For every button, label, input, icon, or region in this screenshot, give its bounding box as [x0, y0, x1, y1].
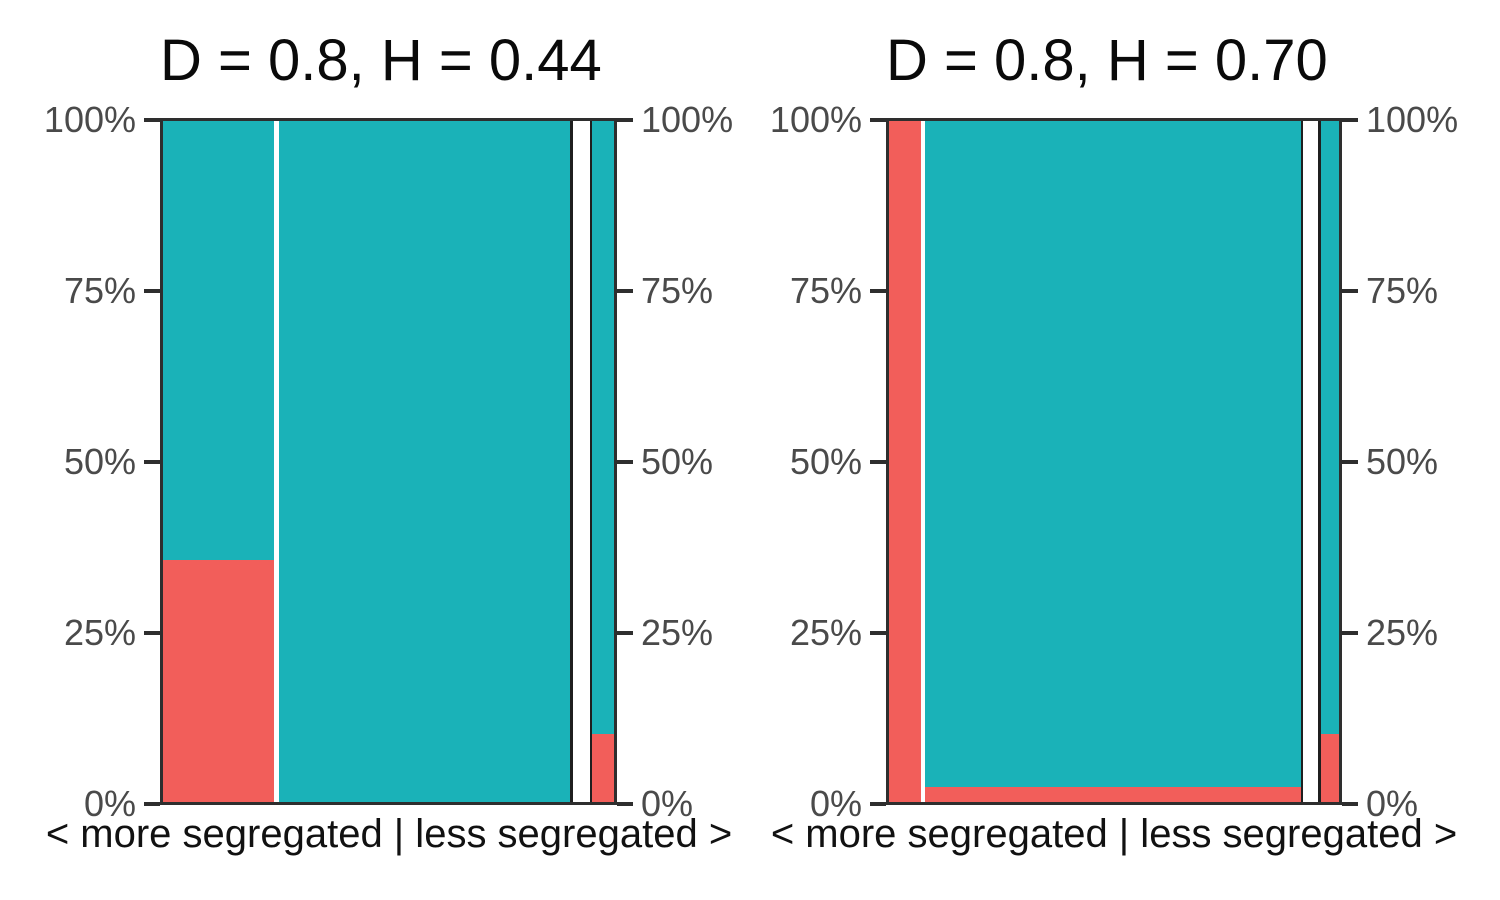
- unit-bar: [592, 121, 614, 802]
- y-tick-label-right: 0%: [1366, 782, 1419, 824]
- y-tick-left: [870, 630, 886, 635]
- plot-panel-right: [886, 118, 1342, 805]
- unit-bar: [279, 121, 571, 802]
- y-tick-left: [144, 630, 160, 635]
- panel-title-left: D = 0.8, H = 0.44: [160, 28, 602, 93]
- y-tick-right: [617, 459, 633, 464]
- bars-row: [163, 121, 614, 802]
- thin-unit-divider: [1318, 121, 1321, 802]
- bars-row: [889, 121, 1339, 802]
- minority-segment: [1320, 733, 1339, 802]
- y-tick-label-left: 75%: [789, 269, 862, 311]
- y-tick-label-right: 75%: [1366, 269, 1439, 311]
- y-tick-label-right: 75%: [641, 269, 714, 311]
- unit-bar: [925, 121, 1301, 802]
- y-tick-right: [1342, 117, 1358, 122]
- y-tick-label-left: 75%: [63, 269, 136, 311]
- y-tick-label-left: 25%: [63, 611, 136, 653]
- plot-panel-left: [160, 118, 617, 805]
- y-tick-label-left: 100%: [769, 98, 862, 140]
- y-tick-label-right: 50%: [1366, 440, 1439, 482]
- bar-gap: [573, 121, 590, 802]
- y-tick-left: [144, 117, 160, 122]
- unit-bar: [163, 121, 274, 802]
- y-tick-left: [144, 801, 160, 806]
- minority-segment: [925, 787, 1301, 802]
- thin-unit-divider: [570, 121, 573, 802]
- y-tick-left: [870, 117, 886, 122]
- y-tick-label-right: 25%: [641, 611, 714, 653]
- y-tick-left: [870, 459, 886, 464]
- y-tick-right: [1342, 459, 1358, 464]
- y-tick-left: [144, 459, 160, 464]
- minority-segment: [592, 733, 614, 802]
- y-tick-label-left: 100%: [43, 98, 136, 140]
- y-tick-right: [617, 801, 633, 806]
- y-tick-label-right: 50%: [641, 440, 714, 482]
- thin-unit-divider: [1300, 121, 1304, 802]
- unit-bar: [889, 121, 922, 802]
- minority-segment: [889, 121, 922, 802]
- y-tick-left: [144, 288, 160, 293]
- x-axis-label-left: < more segregated | less segregated >: [45, 812, 733, 856]
- y-tick-label-left: 25%: [789, 611, 862, 653]
- y-tick-right: [1342, 801, 1358, 806]
- y-tick-label-left: 50%: [789, 440, 862, 482]
- minority-segment: [163, 560, 274, 802]
- y-tick-right: [617, 117, 633, 122]
- y-tick-right: [1342, 630, 1358, 635]
- y-tick-label-left: 50%: [63, 440, 136, 482]
- y-tick-label-right: 100%: [641, 98, 734, 140]
- unit-bar: [1320, 121, 1339, 802]
- y-tick-left: [870, 801, 886, 806]
- y-tick-right: [617, 288, 633, 293]
- y-tick-label-right: 25%: [1366, 611, 1439, 653]
- thin-unit-divider: [589, 121, 593, 802]
- x-axis-label-right: < more segregated | less segregated >: [770, 812, 1458, 856]
- y-tick-label-left: 0%: [83, 782, 136, 824]
- y-tick-label-right: 0%: [641, 782, 694, 824]
- y-tick-right: [1342, 288, 1358, 293]
- y-tick-label-right: 100%: [1366, 98, 1459, 140]
- bar-gap: [1303, 121, 1318, 802]
- y-tick-label-left: 0%: [809, 782, 862, 824]
- y-tick-right: [617, 630, 633, 635]
- panel-title-right: D = 0.8, H = 0.70: [886, 28, 1328, 93]
- y-tick-left: [870, 288, 886, 293]
